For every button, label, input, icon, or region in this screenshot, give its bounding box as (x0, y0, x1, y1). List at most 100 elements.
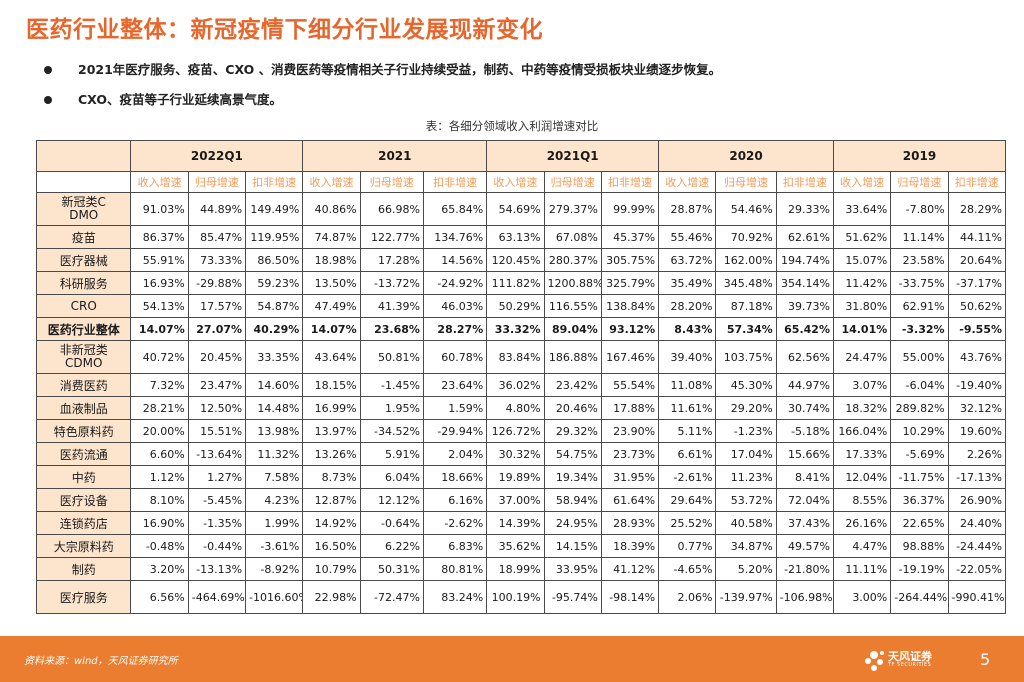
table-cell: 18.66% (422, 465, 488, 489)
table-cell: 86.50% (245, 248, 304, 272)
table-cell: 39.73% (775, 294, 834, 318)
cell-value: 50.31% (377, 562, 420, 576)
cell-value: 14.07% (310, 322, 357, 336)
table-cell: 44.89% (187, 192, 247, 226)
table-cell: 49.57% (775, 534, 834, 558)
table-cell: 32.12% (947, 396, 1007, 420)
cell-value: 2.04% (448, 447, 484, 461)
cell-value: 67.08% (555, 230, 598, 244)
cell-value: 23.47% (200, 378, 243, 392)
table-cell: 289.82% (890, 396, 949, 420)
cell-value: 30.74% (788, 401, 830, 415)
table-cell: 6.60% (130, 442, 189, 466)
cell-value: 54.87% (257, 299, 300, 313)
cell-value: -7.80% (905, 202, 945, 216)
table-cell: 30.32% (486, 442, 545, 466)
table-cell: -72.47% (359, 580, 424, 614)
cell-value: 10.29% (902, 424, 945, 438)
cell-value: 17.33% (845, 447, 888, 461)
cell-value: -29.88% (196, 276, 243, 290)
table-row: 血液制品 28.21% 12.50% 14.48% 16.99% 1.95% 1.59% 4.… (35, 396, 1007, 420)
table-cell: -1016.60% (245, 580, 304, 614)
cell-value: 39.40% (670, 350, 713, 364)
table-cell: -19.19% (890, 557, 949, 581)
cell-value: 5.11% (677, 424, 713, 438)
cell-value: 18.15% (314, 378, 357, 392)
cell-value: 66.98% (377, 202, 420, 216)
table-cell: 62.91% (890, 294, 949, 318)
table-cell: 14.48% (245, 396, 304, 420)
cell-value: -0.48% (145, 539, 185, 553)
cell-value: -990.41% (951, 590, 1005, 604)
table-cell: 58.94% (543, 488, 602, 512)
cell-value: 3.00% (852, 590, 888, 604)
row-label: 新冠类C DMO (35, 192, 132, 226)
cell-value: 325.79% (606, 276, 656, 290)
cell-value: 6.61% (677, 447, 713, 461)
cell-value: 19.60% (960, 424, 1002, 438)
cell-value: 50.81% (377, 350, 420, 364)
cell-value: 15.51% (200, 424, 243, 438)
cell-value: 35.49% (670, 276, 713, 290)
cell-value: 62.61% (788, 230, 830, 244)
table-cell: 14.07% (302, 317, 361, 341)
table-cell: -6.04% (890, 373, 949, 397)
table-cell: 18.15% (302, 373, 361, 397)
table-cell: 354.14% (775, 271, 834, 295)
table-row: 医药行业整体 14.07% 27.07% 40.29% 14.07% 23.68% 28.2… (35, 317, 1007, 341)
table-cell: 122.77% (359, 225, 424, 249)
metric-header: 归母增速 (543, 171, 602, 193)
table-cell: 89.04% (543, 317, 602, 341)
cell-value: 37.43% (788, 516, 830, 530)
cell-value: 16.99% (314, 401, 357, 415)
table-cell: 18.99% (486, 557, 545, 581)
row-label: 制药 (35, 557, 132, 581)
table-cell: 72.04% (775, 488, 834, 512)
table-cell: 33.64% (832, 192, 892, 226)
table-row: 特色原料药 20.00% 15.51% 13.98% 13.97% -34.52% -29.… (35, 419, 1007, 443)
cell-value: 99.99% (613, 202, 656, 216)
table-cell: 4.23% (245, 488, 304, 512)
table-cell: 29.32% (543, 419, 602, 443)
table-cell: 99.99% (600, 192, 660, 226)
table-cell: 60.78% (422, 340, 488, 374)
table-cell: 20.46% (543, 396, 602, 420)
table-cell: 23.68% (359, 317, 424, 341)
metric-header: 扣非增速 (245, 171, 304, 193)
table-cell: 30.74% (775, 396, 834, 420)
table-cell: 28.21% (130, 396, 189, 420)
cell-value: -1.35% (203, 516, 243, 530)
table-cell: 98.88% (890, 534, 949, 558)
cell-value: 23.90% (613, 424, 656, 438)
table-cell: 16.93% (130, 271, 189, 295)
cell-value: 23.68% (374, 322, 420, 336)
cell-value: 74.87% (314, 230, 357, 244)
table-cell: 14.92% (302, 511, 361, 535)
cell-value: 87.18% (730, 299, 773, 313)
cell-value: -98.14% (609, 590, 656, 604)
table-cell: 85.47% (187, 225, 247, 249)
cell-value: 13.26% (314, 447, 357, 461)
table-cell: 24.95% (543, 511, 602, 535)
cell-value: 36.02% (498, 378, 541, 392)
cell-value: 62.56% (788, 350, 830, 364)
bullet-text: CXO、疫苗等子行业延续高景气度。 (78, 92, 282, 107)
row-label: 中药 (35, 465, 132, 489)
row-label: 连锁药店 (35, 511, 132, 535)
cell-value: 33.64% (845, 202, 888, 216)
table-cell: 20.00% (130, 419, 189, 443)
table-cell: 24.47% (832, 340, 892, 374)
table-cell: 279.37% (543, 192, 602, 226)
cell-value: 28.29% (960, 202, 1002, 216)
cell-value: 5.20% (737, 562, 773, 576)
cell-value: 63.13% (498, 230, 541, 244)
table-cell: -13.72% (359, 271, 424, 295)
cell-value: 31.95% (613, 470, 656, 484)
table-cell: 50.29% (486, 294, 545, 318)
table-cell: 19.60% (947, 419, 1007, 443)
table-cell: 15.51% (187, 419, 247, 443)
cell-value: 23.64% (441, 378, 484, 392)
row-label-text: 医药流通 (59, 447, 108, 462)
table-cell: 16.99% (302, 396, 361, 420)
cell-value: 11.32% (257, 447, 300, 461)
